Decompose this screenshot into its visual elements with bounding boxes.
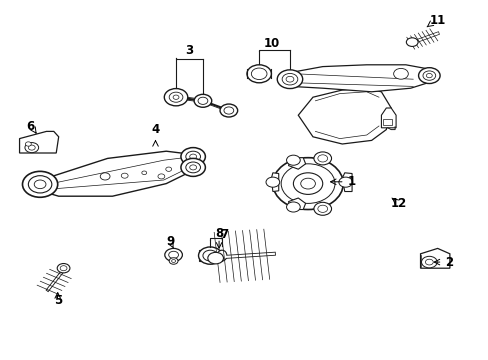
- Circle shape: [418, 68, 439, 84]
- Text: 4: 4: [151, 123, 159, 136]
- Circle shape: [57, 264, 70, 273]
- Circle shape: [272, 158, 343, 210]
- Circle shape: [173, 95, 179, 99]
- Circle shape: [189, 154, 196, 159]
- Polygon shape: [37, 151, 203, 196]
- Circle shape: [164, 89, 187, 106]
- Circle shape: [25, 143, 39, 153]
- Circle shape: [185, 162, 200, 173]
- Text: 3: 3: [185, 44, 193, 57]
- Circle shape: [121, 173, 128, 178]
- Circle shape: [207, 252, 223, 264]
- Circle shape: [171, 260, 175, 262]
- Polygon shape: [283, 65, 434, 92]
- Circle shape: [169, 92, 183, 102]
- Circle shape: [286, 155, 300, 165]
- Circle shape: [293, 173, 322, 194]
- Circle shape: [277, 70, 302, 89]
- Text: 6: 6: [27, 120, 35, 132]
- Circle shape: [317, 155, 327, 162]
- Circle shape: [100, 173, 110, 180]
- Circle shape: [422, 71, 435, 80]
- Circle shape: [338, 177, 352, 187]
- Circle shape: [185, 151, 200, 162]
- Circle shape: [181, 148, 205, 166]
- Circle shape: [300, 178, 315, 189]
- Circle shape: [198, 247, 222, 264]
- Text: 5: 5: [54, 294, 61, 307]
- Circle shape: [28, 145, 35, 150]
- Circle shape: [158, 174, 164, 179]
- Polygon shape: [271, 173, 278, 192]
- Ellipse shape: [217, 250, 226, 261]
- Polygon shape: [420, 248, 449, 268]
- Circle shape: [393, 68, 407, 79]
- Text: 2: 2: [444, 256, 452, 269]
- Circle shape: [220, 104, 237, 117]
- Text: 11: 11: [428, 14, 445, 27]
- Polygon shape: [342, 173, 351, 192]
- Circle shape: [286, 202, 300, 212]
- Circle shape: [168, 251, 178, 258]
- Circle shape: [317, 205, 327, 212]
- Circle shape: [224, 107, 233, 114]
- Circle shape: [282, 73, 297, 85]
- Circle shape: [406, 38, 417, 46]
- Circle shape: [60, 266, 67, 271]
- Circle shape: [281, 164, 334, 203]
- Polygon shape: [288, 158, 305, 169]
- Circle shape: [198, 97, 207, 104]
- Circle shape: [246, 65, 271, 83]
- Circle shape: [165, 167, 171, 171]
- Circle shape: [22, 171, 58, 197]
- Circle shape: [169, 258, 178, 264]
- Circle shape: [194, 94, 211, 107]
- Text: 10: 10: [263, 37, 279, 50]
- Text: 12: 12: [389, 197, 406, 210]
- Circle shape: [251, 68, 266, 80]
- Polygon shape: [298, 88, 390, 144]
- Circle shape: [25, 142, 31, 146]
- Circle shape: [142, 171, 146, 175]
- Circle shape: [189, 165, 196, 170]
- Circle shape: [421, 256, 436, 268]
- Polygon shape: [381, 108, 395, 128]
- Text: 7: 7: [220, 228, 227, 240]
- Text: 1: 1: [347, 175, 355, 188]
- Text: 9: 9: [166, 235, 174, 248]
- Circle shape: [285, 76, 293, 82]
- Circle shape: [203, 250, 217, 261]
- Circle shape: [164, 248, 182, 261]
- Circle shape: [265, 177, 279, 187]
- Bar: [383, 119, 391, 125]
- Text: 8: 8: [215, 227, 223, 240]
- Circle shape: [426, 73, 431, 78]
- Circle shape: [28, 176, 52, 193]
- Polygon shape: [20, 131, 59, 153]
- Polygon shape: [288, 198, 305, 210]
- Circle shape: [181, 158, 205, 176]
- Circle shape: [313, 202, 331, 215]
- Circle shape: [313, 152, 331, 165]
- Circle shape: [34, 180, 46, 189]
- Circle shape: [425, 259, 432, 265]
- Bar: [198, 250, 222, 261]
